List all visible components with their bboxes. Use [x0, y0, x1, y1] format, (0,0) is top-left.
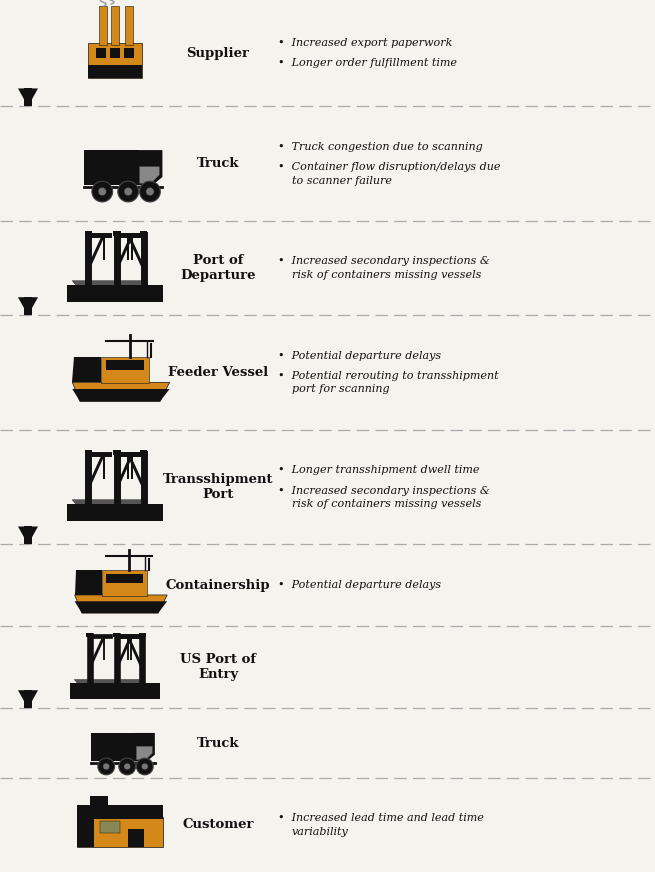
Text: •  Increased secondary inspections &: • Increased secondary inspections &: [278, 256, 490, 267]
Polygon shape: [18, 527, 38, 544]
Bar: [128, 829, 144, 848]
Text: •  Potential departure delays: • Potential departure delays: [278, 581, 441, 590]
Bar: [105, 360, 144, 370]
Text: variability: variability: [292, 827, 348, 836]
Text: •  Longer order fulfillment time: • Longer order fulfillment time: [278, 58, 457, 68]
Bar: [77, 817, 94, 848]
Bar: [124, 48, 134, 58]
Bar: [77, 817, 162, 848]
Circle shape: [118, 181, 139, 202]
Circle shape: [140, 181, 160, 202]
Text: •  Container flow disruption/delays due: • Container flow disruption/delays due: [278, 162, 500, 172]
Polygon shape: [75, 595, 167, 613]
Polygon shape: [72, 500, 143, 506]
Bar: [111, 6, 119, 45]
Bar: [113, 632, 121, 637]
Bar: [96, 48, 106, 58]
Circle shape: [92, 181, 113, 202]
Text: risk of containers missing vessels: risk of containers missing vessels: [292, 270, 481, 280]
Text: Truck: Truck: [196, 157, 239, 170]
Text: Transshipment
Port: Transshipment Port: [162, 473, 273, 501]
Bar: [90, 796, 108, 807]
Circle shape: [124, 187, 132, 195]
Bar: [84, 231, 92, 236]
Bar: [88, 44, 143, 78]
Text: •  Potential departure delays: • Potential departure delays: [278, 351, 441, 361]
Polygon shape: [75, 570, 102, 595]
Text: •  Truck congestion due to scanning: • Truck congestion due to scanning: [278, 142, 483, 152]
Text: •  Increased export paperwork: • Increased export paperwork: [278, 38, 453, 48]
Circle shape: [119, 758, 136, 775]
Text: Feeder Vessel: Feeder Vessel: [168, 366, 268, 379]
Text: Supplier: Supplier: [187, 47, 250, 59]
Bar: [70, 683, 160, 699]
Text: to scanner failure: to scanner failure: [292, 175, 392, 186]
Bar: [24, 88, 32, 106]
Text: •  Increased lead time and lead time: • Increased lead time and lead time: [278, 814, 484, 823]
Polygon shape: [72, 357, 101, 382]
Bar: [113, 231, 121, 236]
Bar: [101, 357, 149, 384]
Polygon shape: [75, 602, 167, 613]
Bar: [100, 6, 107, 45]
Circle shape: [103, 763, 109, 770]
Bar: [86, 632, 93, 637]
Bar: [84, 150, 138, 186]
Text: •  Potential rerouting to transshipment: • Potential rerouting to transshipment: [278, 371, 498, 381]
Text: port for scanning: port for scanning: [292, 385, 390, 394]
Circle shape: [141, 763, 148, 770]
Polygon shape: [72, 382, 170, 401]
Circle shape: [98, 758, 115, 775]
Bar: [24, 297, 32, 316]
Bar: [91, 733, 135, 761]
Bar: [106, 574, 143, 583]
Bar: [113, 450, 121, 455]
Bar: [24, 527, 32, 544]
Bar: [77, 805, 162, 819]
Polygon shape: [18, 297, 38, 316]
Bar: [24, 691, 32, 708]
Text: •  Longer transshipment dwell time: • Longer transshipment dwell time: [278, 466, 479, 475]
Polygon shape: [140, 167, 159, 183]
Bar: [67, 284, 162, 302]
Circle shape: [124, 763, 130, 770]
Bar: [102, 570, 147, 596]
Text: Port of
Departure: Port of Departure: [180, 254, 255, 283]
Text: risk of containers missing vessels: risk of containers missing vessels: [292, 499, 481, 509]
Bar: [140, 231, 147, 236]
Bar: [140, 450, 147, 455]
Polygon shape: [74, 679, 142, 685]
Text: Containership: Containership: [166, 579, 271, 592]
Polygon shape: [72, 389, 170, 401]
Text: •  Increased secondary inspections &: • Increased secondary inspections &: [278, 486, 490, 495]
Polygon shape: [72, 281, 143, 287]
Polygon shape: [18, 691, 38, 708]
Circle shape: [146, 187, 154, 195]
Text: US Port of
Entry: US Port of Entry: [180, 653, 256, 681]
Bar: [125, 6, 133, 45]
Text: Customer: Customer: [182, 819, 253, 831]
Bar: [138, 632, 145, 637]
Polygon shape: [18, 88, 38, 106]
Circle shape: [98, 187, 106, 195]
Polygon shape: [138, 150, 162, 186]
Bar: [67, 504, 162, 521]
Bar: [110, 48, 120, 58]
Bar: [84, 450, 92, 455]
Polygon shape: [136, 746, 153, 760]
Polygon shape: [135, 733, 155, 761]
Circle shape: [136, 758, 153, 775]
Bar: [88, 65, 143, 78]
Bar: [100, 821, 120, 833]
Text: Truck: Truck: [196, 737, 239, 750]
